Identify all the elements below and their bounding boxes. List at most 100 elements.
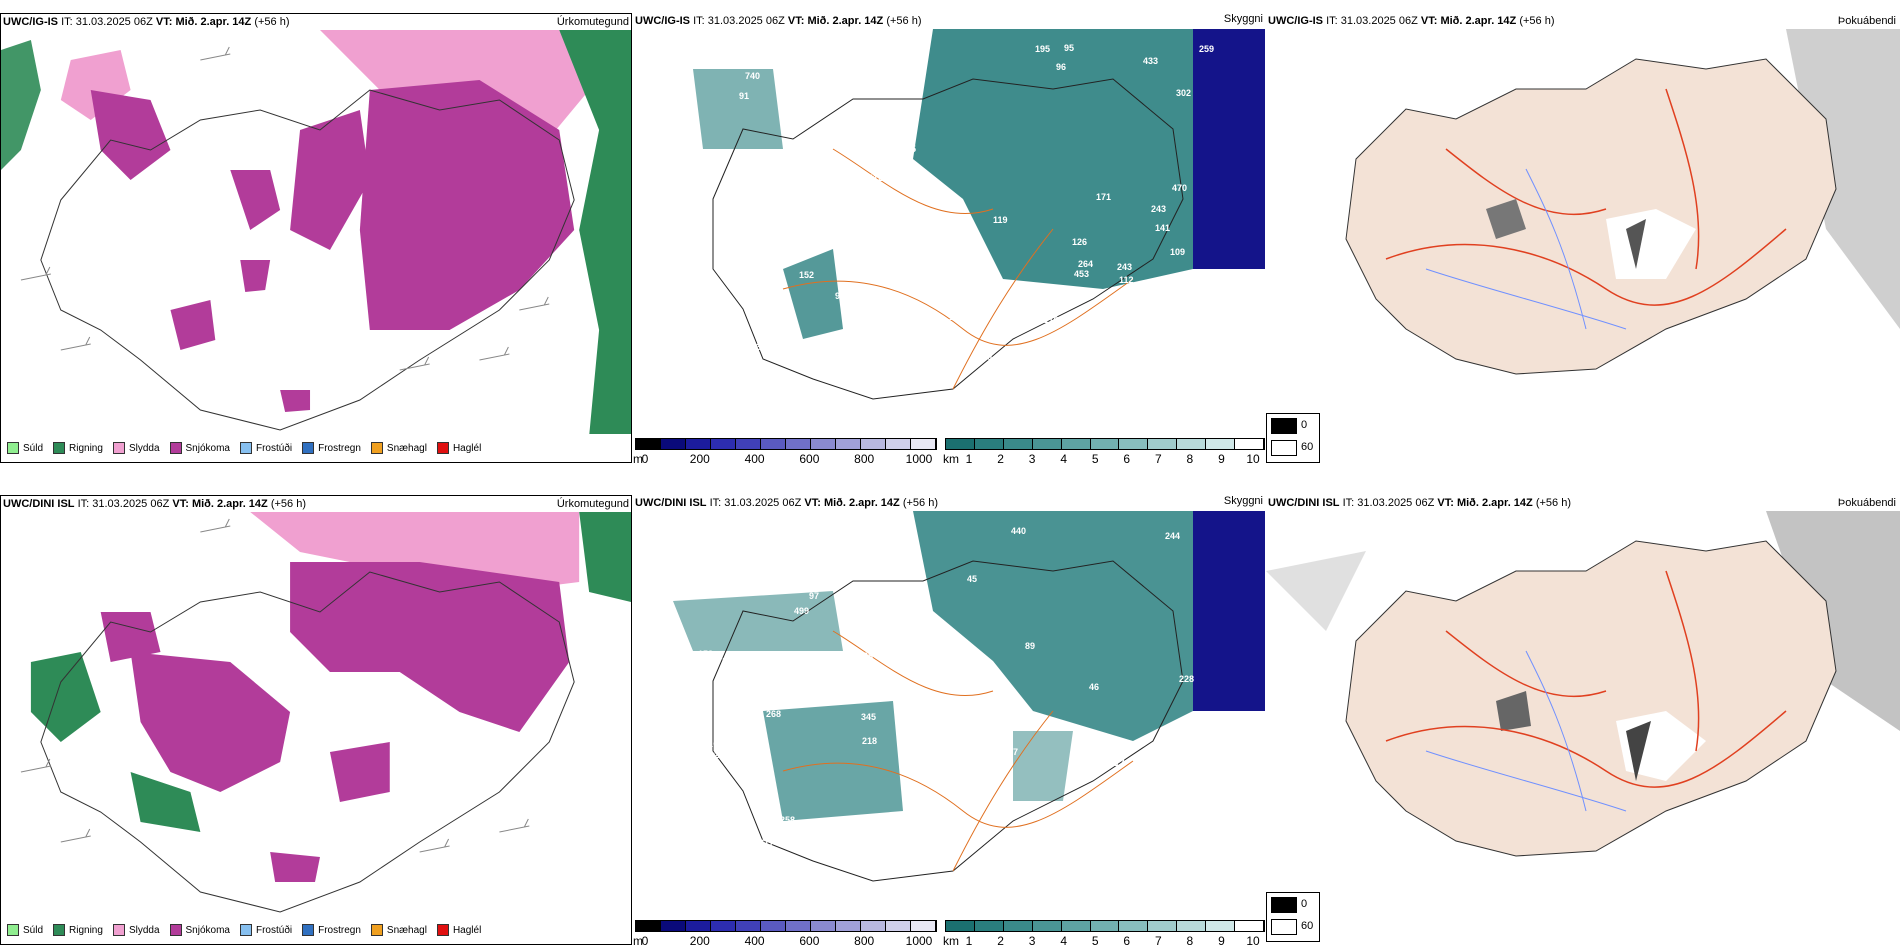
- visibility-label: 183: [991, 754, 1006, 764]
- legend-item: Snjókoma: [169, 924, 230, 936]
- visibility-label: 119: [905, 757, 920, 767]
- colorbar-tick: 1: [965, 452, 973, 463]
- visibility-label: 119: [993, 215, 1008, 225]
- colorbar-swatch: [736, 921, 761, 931]
- visibility-label: 412: [1194, 801, 1209, 811]
- visibility-ticks: 1 2 3 4 5 6 7 8 9 10: [966, 934, 1260, 945]
- colorbar-swatch: [636, 439, 661, 449]
- visibility-label: 412: [868, 173, 883, 183]
- visibility-label: 246: [768, 280, 783, 290]
- fog-swatch-0: [1271, 897, 1297, 913]
- legend-item: Rigning: [53, 924, 103, 936]
- colorbar-tick: 5: [1091, 452, 1099, 463]
- legend-item: Snæhagl: [370, 924, 427, 936]
- colorbar-tick: 4: [1060, 452, 1067, 463]
- visibility-label: 43: [721, 299, 731, 309]
- visibility-label: 28: [922, 308, 932, 318]
- panel-title: Skyggni: [1223, 495, 1263, 507]
- visibility-label: 662: [855, 855, 870, 865]
- visibility-label: 46: [1089, 682, 1099, 692]
- precip-map: [1, 512, 631, 918]
- visibility-label: 169: [949, 312, 964, 322]
- visibility-map: 137 143 244 183 345 139 46 33 128 82 258 153 342 154 1…: [633, 511, 1265, 911]
- precip-type-panel-bottom: UWC/DINI ISL IT: 31.03.2025 06Z VT: Mið.…: [0, 495, 632, 945]
- colorbar-tick: 400: [744, 452, 765, 463]
- visibility-label: 740: [745, 71, 760, 81]
- colorbar-tick: 1000: [905, 452, 933, 463]
- panel-header: UWC/IG-IS IT: 31.03.2025 06Z VT: Mið. 2.…: [3, 16, 629, 28]
- visibility-label: 229: [709, 750, 724, 760]
- colorbar-swatch: [946, 439, 975, 449]
- panel-header: UWC/IG-IS IT: 31.03.2025 06Z VT: Mið. 2.…: [1268, 15, 1896, 27]
- legend-item: Frostúði: [239, 442, 292, 454]
- colorbar-swatch: [1177, 439, 1207, 449]
- colorbar-swatch: [1148, 439, 1178, 449]
- colorbar-tick: 5: [1091, 934, 1099, 945]
- colorbar-tick: 8: [1186, 934, 1194, 945]
- colorbar-swatch: [836, 439, 861, 449]
- visibility-label: 425: [709, 525, 724, 535]
- colorbar-swatch: [761, 439, 786, 449]
- visibility-map: 126 141 335 142 85 149 355 96 106 280 91 687 740 381 3…: [633, 29, 1265, 429]
- visibility-label: 243: [1117, 262, 1132, 272]
- panel-header: UWC/IG-IS IT: 31.03.2025 06Z VT: Mið. 2.…: [635, 13, 1263, 27]
- visibility-label: 91: [739, 91, 749, 101]
- visibility-label: 335: [897, 307, 912, 317]
- panel-title: Þokuábendi: [1837, 15, 1896, 27]
- colorbar-swatch: [946, 921, 975, 931]
- colorbar-swatch: [1177, 921, 1207, 931]
- visibility-label: 124: [879, 159, 894, 169]
- visibility-label: 95: [776, 688, 786, 698]
- colorbar-swatch: [786, 439, 811, 449]
- panel-header: UWC/DINI ISL IT: 31.03.2025 06Z VT: Mið.…: [3, 498, 629, 510]
- colorbar-tick: 10: [1246, 934, 1260, 945]
- legend-item: Slydda: [112, 442, 160, 454]
- cloud-base-swatches: [635, 438, 937, 450]
- visibility-label: 171: [1096, 192, 1111, 202]
- precip-map: [1, 30, 631, 436]
- visibility-label: 244: [1165, 531, 1180, 541]
- fog-swatch-0: [1271, 418, 1297, 434]
- colorbar-swatch: [1090, 921, 1120, 931]
- visibility-label: 132: [816, 72, 831, 82]
- colorbar-swatch: [1235, 921, 1264, 931]
- colorbar-tick: 4: [1060, 934, 1067, 945]
- visibility-label: 89: [1025, 641, 1035, 651]
- visibility-label: 317: [759, 838, 774, 848]
- colorbar-tick: 800: [854, 452, 875, 463]
- visibility-label: 116: [1044, 315, 1059, 325]
- precip-legend: Súld Rigning Slydda Snjókoma Frostúði Fr…: [1, 434, 631, 462]
- visibility-label: 96: [1056, 62, 1066, 72]
- visibility-label: 170: [986, 729, 1001, 739]
- cloud-base-ticks: 0 200 400 600 800 1000: [642, 452, 933, 463]
- visibility-label: 195: [1035, 44, 1050, 54]
- legend-item: Rigning: [53, 442, 103, 454]
- colorbar-tick: 200: [689, 934, 710, 945]
- visibility-label: 218: [862, 736, 877, 746]
- panel-title: Úrkomutegund: [556, 16, 629, 28]
- visibility-swatches: [945, 920, 1265, 932]
- visibility-label: 202: [816, 81, 831, 91]
- visibility-label: 268: [766, 709, 781, 719]
- visibility-label: 433: [1143, 56, 1158, 66]
- legend-item: Frostregn: [302, 924, 361, 936]
- fog-map: [1266, 29, 1900, 413]
- visibility-label: 97: [809, 591, 819, 601]
- colorbar-swatch: [861, 921, 886, 931]
- colorbar-swatch: [1032, 439, 1062, 449]
- colorbar-swatch: [811, 439, 836, 449]
- colorbar-swatch: [886, 921, 911, 931]
- visibility-label: 45: [967, 574, 977, 584]
- visibility-label: 192: [1118, 834, 1133, 844]
- panel-title: Þokuábendi: [1837, 497, 1896, 509]
- visibility-label: 141: [1155, 223, 1170, 233]
- colorbar-tick: 9: [1218, 934, 1225, 945]
- visibility-label: 153: [698, 649, 713, 659]
- legend-item: Snjókoma: [169, 442, 230, 454]
- fog-legend-bottom: 0 60: [1266, 892, 1320, 942]
- colorbar-swatch: [911, 439, 936, 449]
- visibility-label: 106: [708, 739, 723, 749]
- colorbar-swatch: [1148, 921, 1178, 931]
- fog-legend-top: 0 60: [1266, 413, 1320, 463]
- visibility-label: 126: [1072, 237, 1087, 247]
